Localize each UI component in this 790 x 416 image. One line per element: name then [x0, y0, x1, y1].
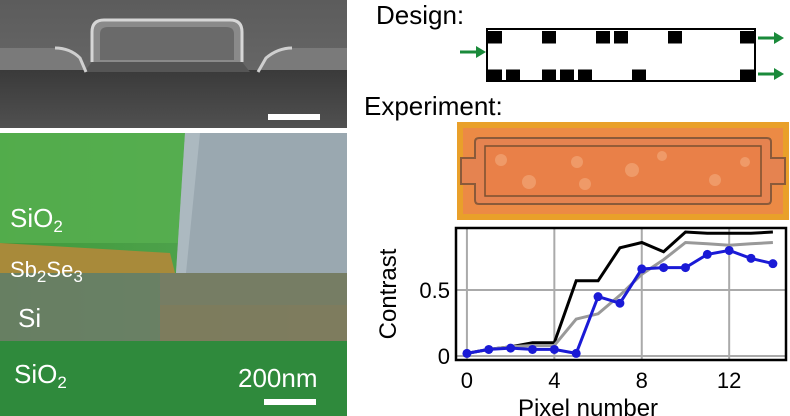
x-axis-label: Pixel number	[518, 395, 658, 416]
tem-scale-bar	[264, 399, 316, 405]
experiment-heading: Experiment:	[364, 91, 503, 121]
series-point	[462, 348, 472, 358]
label-sio2-bottom-base: SiO	[14, 359, 58, 389]
series-line	[466, 240, 773, 355]
design-pixel	[596, 31, 610, 44]
tem-scale-label: 200nm	[238, 363, 318, 393]
tem-image: SiO2 Sb2Se3 Si SiO2 200nm	[0, 133, 347, 416]
input-arrow-icon	[460, 46, 486, 58]
chart-frame	[454, 226, 788, 362]
series-point	[615, 298, 625, 308]
label-si-base: Si	[18, 303, 42, 333]
design-pixel	[506, 69, 520, 82]
label-sb2se3-base1: Sb	[10, 257, 37, 282]
design-pixel	[632, 69, 646, 82]
chart-grid	[456, 228, 786, 360]
output-arrow-bottom-icon	[758, 68, 784, 80]
design-pixel	[740, 31, 754, 44]
design-pixel	[740, 69, 754, 82]
sem-image	[0, 0, 347, 128]
label-sb2se3-base2: Se	[46, 257, 74, 282]
design-pixel	[614, 31, 628, 44]
chart-ticks: 0 4 8 12 0 0.5	[419, 278, 741, 393]
label-sb2se3-sub2: 3	[73, 267, 83, 286]
design-pixel	[542, 31, 556, 44]
x-tick-label: 12	[717, 368, 741, 393]
design-grid	[486, 28, 756, 82]
design-pixel	[542, 69, 556, 82]
label-sio2-bottom-sub: 2	[57, 373, 67, 392]
series-point	[702, 249, 712, 259]
design-pixel	[578, 69, 592, 82]
series-point	[593, 292, 603, 302]
x-tick-label: 4	[548, 368, 560, 393]
tem-texture	[0, 133, 347, 416]
series-point	[637, 264, 647, 274]
series-point	[506, 343, 516, 353]
label-sio2-top-sub: 2	[53, 217, 63, 236]
design-pixel	[488, 69, 502, 82]
x-tick-label: 8	[636, 368, 648, 393]
sem-scale-bar	[268, 114, 320, 120]
label-sb2se3-sub1: 2	[36, 267, 47, 286]
y-axis-label: Contrast	[375, 248, 402, 339]
y-tick-label: 0	[438, 344, 450, 369]
output-arrow-top-icon	[758, 32, 784, 44]
series-point	[527, 344, 537, 354]
label-sio2-top: SiO2	[10, 205, 63, 235]
sem-texture	[0, 0, 347, 128]
series-point	[680, 263, 690, 273]
y-tick-label: 0.5	[419, 278, 450, 303]
design-pixel	[560, 69, 574, 82]
x-tick-label: 0	[461, 368, 473, 393]
series-point	[768, 259, 778, 269]
label-sb2se3: Sb2Se3	[10, 257, 83, 286]
series-point	[484, 344, 494, 354]
design-heading: Design:	[376, 0, 465, 30]
label-sio2-bottom: SiO2	[14, 361, 67, 391]
contrast-chart: 0 4 8 12 0 0.5 Pixel number Contrast	[375, 226, 788, 416]
design-pixel	[488, 31, 502, 44]
series-point	[659, 263, 669, 273]
series-point	[724, 245, 734, 255]
series-point	[549, 344, 559, 354]
label-si: Si	[18, 305, 41, 331]
series-point	[571, 348, 581, 358]
experiment-photo	[457, 122, 789, 220]
design-pixel	[668, 31, 682, 44]
label-sio2-top-base: SiO	[10, 203, 54, 233]
series-point	[746, 253, 756, 263]
chart-series	[462, 230, 778, 358]
